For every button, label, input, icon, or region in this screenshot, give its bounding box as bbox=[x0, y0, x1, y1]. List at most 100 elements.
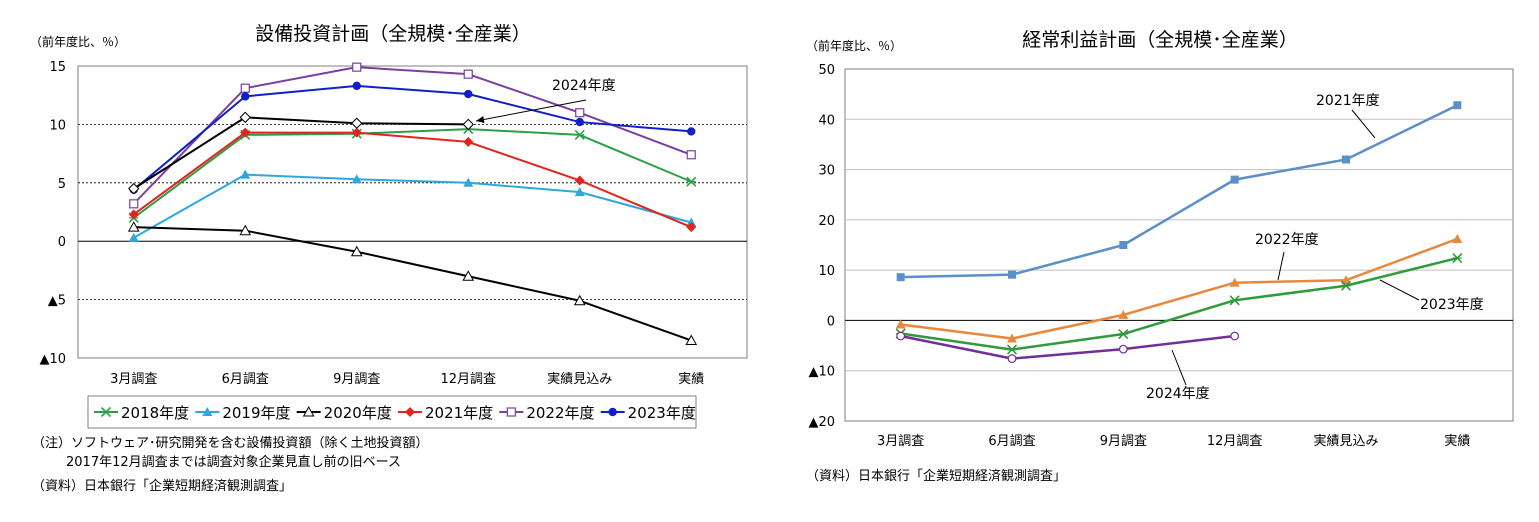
chart1-legend-label-2022: 2022年度 bbox=[526, 404, 594, 422]
chart1-point-2021-2-shape bbox=[240, 127, 251, 138]
chart2-series-2022 bbox=[895, 233, 1463, 343]
chart2-annotation-2024: 2024年度 bbox=[1146, 386, 1210, 402]
chart2-point-2021-3 bbox=[1119, 241, 1128, 249]
chart2: 経常利益計画（全規模･全産業） （前年度比、％） 50 40 30 20 10 0 ▲10 ▲20… bbox=[806, 29, 1514, 484]
chart2-ytick-label-10: 10 bbox=[818, 264, 835, 279]
chart1-point-2020-3 bbox=[350, 245, 363, 257]
chart1-point-2021-3 bbox=[351, 127, 362, 138]
chart1-point-2022-3 bbox=[352, 62, 362, 72]
chart1-point-2020-5-shape bbox=[573, 294, 586, 306]
chart1-point-2018-6 bbox=[686, 176, 697, 187]
chart1-point-2023-3 bbox=[352, 81, 361, 91]
chart1-point-2019-2-shape bbox=[240, 169, 251, 179]
chart2-annotation-leader-2023 bbox=[1379, 279, 1420, 301]
chart2-point-2022-3 bbox=[1118, 309, 1129, 319]
chart1-ytick-label-0: 0 bbox=[58, 235, 66, 250]
chart1-point-2019-3 bbox=[351, 174, 362, 184]
chart1-xtick-label-3: 9月調査 bbox=[333, 372, 380, 387]
chart1-legend-marker-2021-shape bbox=[405, 407, 415, 417]
chart2-ylabel: （前年度比、％） bbox=[806, 38, 902, 53]
chart1-ytick-label-5: 5 bbox=[58, 177, 66, 192]
chart1-point-2022-5 bbox=[575, 108, 585, 118]
chart1-series-line-2019 bbox=[133, 173, 692, 239]
chart2-point-2021-1 bbox=[896, 273, 905, 282]
chart2-series-2024 bbox=[896, 331, 1240, 364]
chart2-ytick-label-0: 0 bbox=[827, 314, 835, 329]
chart1-point-2023-5 bbox=[575, 117, 584, 127]
chart2-annotation-leader-2022 bbox=[1277, 251, 1285, 281]
chart2-annotation-2021: 2021年度 bbox=[1316, 93, 1380, 109]
chart1-point-2019-5 bbox=[574, 187, 585, 197]
chart2-point-2024-3 bbox=[1118, 344, 1128, 354]
chart1-point-2019-3-shape bbox=[351, 174, 362, 184]
chart1-legend: 2018年度 2019年度 2020年度 2021年度 2022年度 2023年度 bbox=[87, 395, 697, 429]
chart1-annotation-2024: 2024年度 bbox=[552, 78, 616, 94]
chart1-series-2022 bbox=[129, 62, 696, 209]
chart1-legend-marker-2020 bbox=[302, 405, 315, 417]
chart1-point-2020-6-shape bbox=[685, 334, 698, 345]
chart2-ytick-label-20: ▲20 bbox=[808, 415, 835, 430]
chart1-point-2020-1-shape bbox=[127, 221, 140, 232]
chart1-point-2022-1 bbox=[129, 199, 139, 209]
chart1-point-2024-2 bbox=[239, 111, 251, 124]
chart1-point-2020-4 bbox=[462, 270, 475, 281]
chart2-point-2022-1 bbox=[895, 319, 906, 329]
chart1-point-2024-3-shape bbox=[351, 117, 363, 129]
chart1-note-3: （資料）日本銀行「企業短期経済観測調査」 bbox=[32, 478, 292, 494]
chart1-point-2019-5-shape bbox=[574, 187, 585, 197]
chart2-point-2021-4-shape bbox=[1230, 175, 1239, 184]
chart1-ytick-label-10: ▲10 bbox=[39, 352, 66, 367]
chart2-point-2021-6-shape bbox=[1453, 101, 1462, 110]
chart2-series-line-2022 bbox=[900, 237, 1458, 340]
chart1-ytick-label-5: ▲5 bbox=[48, 294, 66, 309]
chart2-point-2021-1-shape bbox=[896, 273, 905, 282]
chart1-point-2022-4 bbox=[463, 69, 473, 79]
chart1-point-2022-1-shape bbox=[129, 199, 139, 209]
chart1-point-2021-6 bbox=[686, 222, 697, 233]
chart1-xtick-label-6: 実績 bbox=[678, 371, 704, 387]
chart1-point-2020-2 bbox=[239, 224, 252, 236]
chart1-series-2019 bbox=[128, 169, 697, 242]
chart2-point-2022-5 bbox=[1341, 275, 1351, 285]
chart2-ytick-label-40: 40 bbox=[818, 113, 835, 128]
chart2-note-1: （資料）日本銀行「企業短期経済観測調査」 bbox=[806, 468, 1066, 484]
chart1-series-line-2023 bbox=[133, 84, 692, 191]
chart1-point-2020-5 bbox=[573, 294, 586, 306]
chart2-point-2022-2 bbox=[1007, 333, 1017, 343]
chart2-point-2022-2-shape bbox=[1007, 333, 1017, 343]
chart2-point-2023-3 bbox=[1118, 328, 1129, 340]
chart1-series-line-2021 bbox=[133, 131, 692, 229]
chart2-point-2023-2 bbox=[1006, 344, 1018, 355]
chart2-point-2024-3-shape bbox=[1118, 344, 1128, 354]
chart1-point-2022-4-shape bbox=[463, 69, 473, 79]
chart1-point-2024-4 bbox=[462, 118, 474, 131]
chart1-point-2021-4-shape bbox=[463, 136, 474, 147]
chart1-series-line-2022 bbox=[133, 66, 692, 205]
chart1-ytick-label-15: 15 bbox=[49, 60, 66, 75]
chart1-point-2020-3-shape bbox=[350, 245, 363, 257]
chart2-point-2022-4 bbox=[1229, 277, 1240, 287]
chart2-point-2021-4 bbox=[1230, 175, 1239, 184]
chart1-xtick-label-1: 3月調査 bbox=[110, 372, 157, 387]
chart1-point-2021-1 bbox=[128, 209, 139, 220]
chart2-xtick-label-1: 3月調査 bbox=[877, 434, 924, 449]
chart1-xtick-label-5: 実績見込み bbox=[547, 371, 612, 387]
chart1-series-2021 bbox=[128, 127, 697, 233]
chart1-point-2019-1 bbox=[128, 232, 139, 242]
chart2-point-2024-4-shape bbox=[1230, 331, 1240, 341]
chart2-point-2022-1-shape bbox=[895, 319, 906, 329]
chart2-annotation-leader-2021 bbox=[1351, 109, 1376, 139]
chart2-ytick-label-20: 20 bbox=[818, 214, 835, 229]
chart1-series-2020 bbox=[127, 221, 698, 345]
chart1-point-2024-2-shape bbox=[239, 111, 251, 124]
chart1-note-1: （注）ソフトウェア･研究開発を含む設備投資額（除く土地投資額） bbox=[32, 435, 429, 451]
chart2-ytick-label-30: 30 bbox=[818, 164, 835, 179]
chart1-point-2022-6-shape bbox=[686, 150, 696, 160]
chart1-point-2019-4 bbox=[463, 177, 474, 187]
chart1-legend-marker-2022-shape bbox=[506, 407, 516, 417]
chart1-legend-marker-2023 bbox=[608, 407, 617, 417]
chart2-point-2023-4 bbox=[1229, 295, 1240, 306]
chart1-point-2022-6 bbox=[686, 150, 696, 160]
chart1-point-2019-1-shape bbox=[128, 232, 139, 242]
chart1-point-2024-1 bbox=[128, 182, 140, 195]
